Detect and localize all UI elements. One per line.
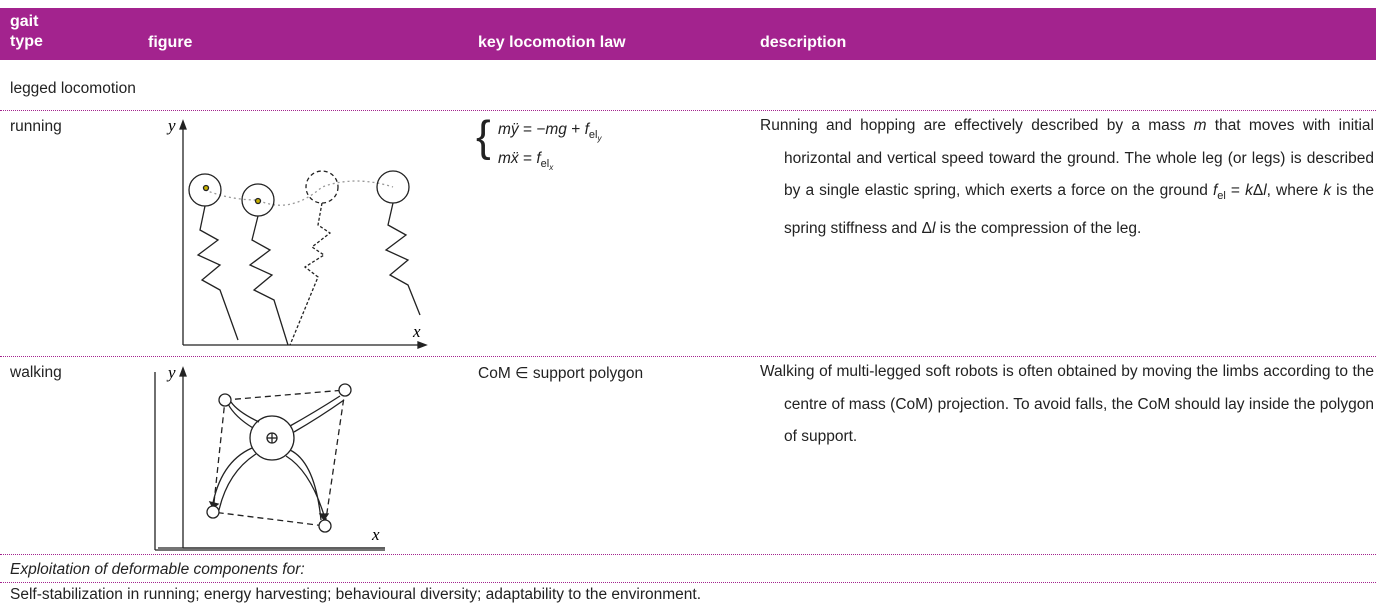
axis-label: y bbox=[166, 363, 176, 382]
term: f bbox=[584, 121, 589, 138]
law-formula: CoM ∈ support polygon bbox=[478, 365, 644, 382]
table-header: gait type figure key locomotion law desc… bbox=[0, 8, 1376, 60]
term: mÿ bbox=[498, 121, 519, 138]
running-figure: y x bbox=[166, 116, 428, 349]
text: l bbox=[931, 219, 936, 237]
row-divider bbox=[0, 356, 1376, 357]
text: is the compression of the leg. bbox=[935, 219, 1142, 237]
walking-figure: y x bbox=[140, 362, 385, 552]
footer-heading: Exploitation of deformable components fo… bbox=[10, 561, 305, 578]
text: is the spring stiffness and bbox=[784, 182, 1375, 237]
text: = bbox=[1225, 182, 1246, 199]
row-divider bbox=[0, 582, 1376, 583]
term: + bbox=[566, 121, 585, 138]
row-divider bbox=[0, 110, 1376, 111]
term: mẍ bbox=[498, 150, 519, 167]
axis-label: x bbox=[412, 322, 421, 341]
row-divider bbox=[0, 554, 1376, 555]
text: k bbox=[1245, 182, 1253, 199]
text: k bbox=[1323, 182, 1332, 199]
header-gait-type: gait type bbox=[10, 13, 43, 50]
term: y bbox=[597, 134, 602, 143]
header-figure: figure bbox=[148, 34, 193, 51]
brace: { bbox=[476, 112, 491, 161]
gait-name: walking bbox=[10, 364, 62, 381]
text: l bbox=[1263, 182, 1267, 199]
gait-name: running bbox=[10, 118, 62, 135]
text: f bbox=[1212, 182, 1218, 199]
text: Δ bbox=[1252, 182, 1264, 199]
text: that moves with initial horizontal and v… bbox=[784, 117, 1374, 199]
term: f bbox=[536, 150, 541, 167]
section-label: legged locomotion bbox=[10, 80, 136, 97]
axis-label: x bbox=[371, 525, 380, 544]
law-formula: mÿ = −mg + fely mẍ = felx bbox=[498, 120, 601, 178]
term: el bbox=[588, 129, 598, 141]
description: Running and hopping are effectively desc… bbox=[760, 110, 1374, 245]
text: , where bbox=[1266, 182, 1324, 199]
description: Walking of multi-legged soft robots is o… bbox=[760, 356, 1374, 454]
term: el bbox=[540, 158, 550, 170]
term: mg bbox=[545, 121, 567, 138]
formula-line: mÿ = −mg + fely bbox=[498, 120, 601, 149]
text: Δ bbox=[921, 219, 932, 237]
text: m bbox=[1193, 117, 1207, 134]
term: x bbox=[549, 163, 554, 172]
text: Running and hopping are effectively desc… bbox=[760, 117, 1194, 134]
header-law: key locomotion law bbox=[478, 34, 626, 51]
text: el bbox=[1217, 190, 1226, 202]
formula-line: mẍ = felx bbox=[498, 149, 601, 178]
term: = bbox=[518, 150, 537, 167]
header-description: description bbox=[760, 34, 847, 51]
axis-label: y bbox=[166, 116, 176, 135]
footer-text: Self-stabilization in running; energy ha… bbox=[10, 586, 701, 603]
text: Walking of multi-legged soft robots is o… bbox=[760, 363, 1374, 445]
term: = − bbox=[518, 121, 546, 138]
